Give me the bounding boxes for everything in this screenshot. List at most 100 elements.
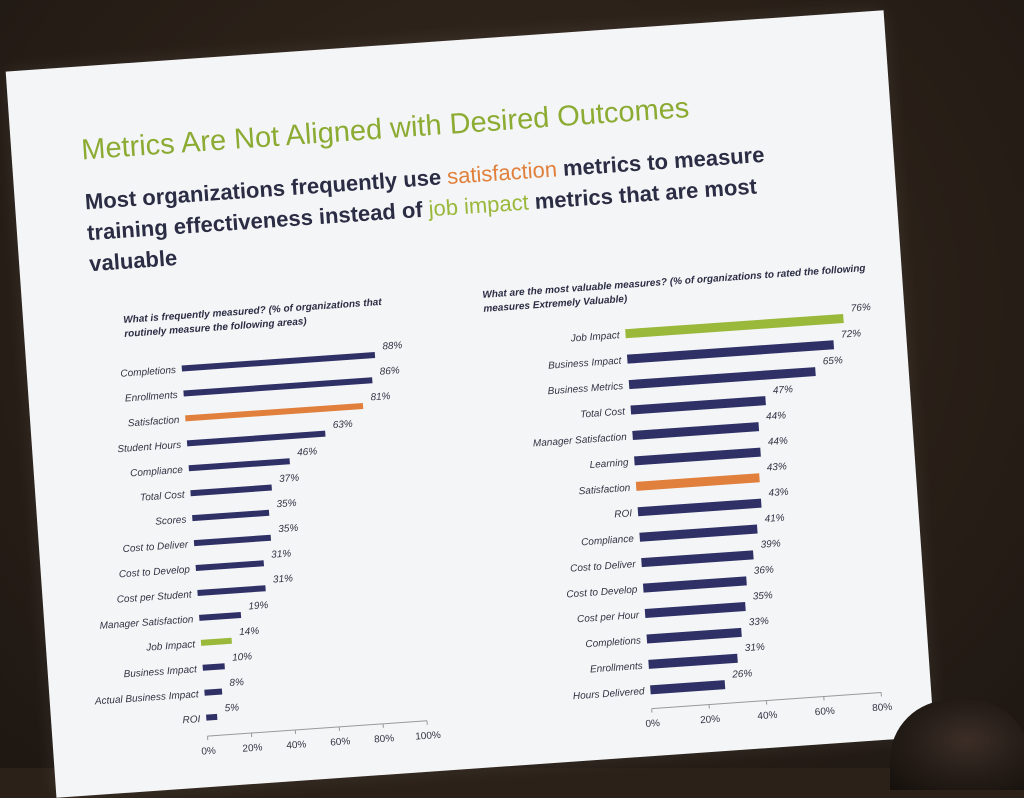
category-label-satisfaction: Satisfaction (127, 415, 180, 430)
bar-cost-per-student (197, 585, 265, 596)
category-label-manager-satisfaction: Manager Satisfaction (99, 614, 194, 632)
bar-satisfaction (636, 473, 760, 491)
x-tick-label: 20% (242, 742, 263, 754)
bar-job-impact (201, 638, 232, 646)
category-label-cost-per-student: Cost per Student (116, 589, 193, 605)
category-label-total-cost: Total Cost (580, 406, 627, 420)
category-label-compliance: Compliance (130, 465, 184, 480)
value-label-enrollments: 86% (379, 365, 400, 377)
bar-total-cost (190, 485, 272, 497)
bar-cost-to-deliver (641, 550, 753, 567)
bar-roi (206, 714, 217, 721)
x-tick-label: 0% (201, 746, 216, 758)
category-label-business-metrics: Business Metrics (547, 381, 623, 397)
category-label-total-cost: Total Cost (140, 490, 187, 504)
category-label-enrollments: Enrollments (125, 390, 178, 405)
bar-completions (647, 628, 742, 644)
bar-compliance (189, 458, 290, 471)
x-tick-label: 80% (872, 702, 893, 714)
bar-cost-per-hour (645, 602, 746, 618)
value-label-roi: 43% (768, 487, 789, 499)
bar-cost-to-deliver (194, 535, 271, 546)
bar-chart-svg: Completions 88% Enrollments 86% Satisfaction… (66, 329, 455, 783)
category-label-actual-business-impact: Actual Business Impact (94, 689, 201, 707)
category-label-cost-to-develop: Cost to Develop (566, 585, 638, 601)
value-label-cost-to-deliver: 39% (760, 538, 781, 550)
category-label-cost-to-develop: Cost to Develop (119, 564, 191, 580)
chart-most-valuable: What are the most valuable measures? (% … (462, 261, 914, 759)
x-tick-label: 60% (814, 706, 835, 718)
category-label-cost-to-deliver: Cost to Deliver (122, 539, 189, 555)
bar-satisfaction (185, 403, 363, 421)
value-label-manager-satisfaction: 19% (248, 600, 269, 612)
bar-compliance (639, 525, 757, 542)
bar-total-cost (630, 396, 765, 414)
value-label-roi: 5% (224, 702, 239, 714)
bar-job-impact (625, 314, 844, 338)
value-label-student-hours: 63% (332, 419, 353, 431)
x-axis-line (208, 721, 427, 736)
x-tick-label: 40% (286, 739, 307, 751)
category-label-roi: ROI (614, 508, 633, 520)
value-label-satisfaction: 81% (370, 391, 391, 403)
category-label-completions: Completions (585, 635, 641, 650)
value-label-manager-satisfaction: 44% (766, 410, 787, 422)
category-label-manager-satisfaction: Manager Satisfaction (533, 432, 628, 450)
value-label-enrollments: 31% (744, 642, 765, 654)
value-label-actual-business-impact: 8% (229, 677, 244, 689)
category-label-cost-per-hour: Cost per Hour (577, 610, 641, 625)
value-label-job-impact: 76% (850, 302, 871, 314)
bar-hours-delivered (650, 680, 725, 694)
category-label-job-impact: Job Impact (145, 639, 197, 654)
bar-manager-satisfaction (199, 612, 241, 621)
value-label-cost-to-develop: 36% (753, 564, 774, 576)
category-label-hours-delivered: Hours Delivered (573, 686, 646, 702)
bar-learning (634, 448, 761, 466)
category-label-satisfaction: Satisfaction (578, 483, 631, 498)
subtitle-highlight-job-impact: job impact (428, 189, 530, 221)
category-label-cost-to-deliver: Cost to Deliver (570, 559, 637, 575)
value-label-learning: 44% (768, 436, 789, 448)
category-label-business-impact: Business Impact (548, 356, 623, 372)
bar-roi (638, 499, 762, 517)
category-label-business-impact: Business Impact (123, 664, 198, 680)
subtitle-highlight-satisfaction: satisfaction (446, 156, 558, 189)
category-label-roi: ROI (182, 714, 201, 726)
category-label-student-hours: Student Hours (117, 440, 182, 455)
value-label-business-metrics: 65% (822, 355, 843, 367)
bar-student-hours (187, 431, 326, 447)
x-tick-label: 60% (330, 736, 351, 748)
bar-cost-to-develop (643, 576, 747, 592)
bar-cost-to-develop (196, 560, 264, 571)
category-label-completions: Completions (120, 365, 176, 380)
value-label-business-impact: 72% (841, 328, 862, 340)
presentation-slide: Metrics Are Not Aligned with Desired Out… (6, 10, 935, 798)
x-tick-label: 40% (757, 710, 778, 722)
value-label-cost-per-hour: 35% (752, 590, 773, 602)
bar-scores (192, 510, 269, 521)
value-label-hours-delivered: 26% (731, 668, 753, 680)
category-label-learning: Learning (589, 457, 629, 471)
value-label-compliance: 41% (764, 513, 785, 525)
category-label-enrollments: Enrollments (590, 661, 643, 676)
value-label-scores: 35% (276, 498, 297, 510)
bar-manager-satisfaction (632, 422, 759, 440)
value-label-job-impact: 14% (239, 626, 260, 638)
value-label-satisfaction: 43% (766, 461, 787, 473)
value-label-compliance: 46% (297, 446, 318, 458)
chart-frequently-measured: What is frequently measured? (% of organ… (63, 293, 455, 787)
x-tick-label: 20% (700, 714, 721, 726)
category-label-compliance: Compliance (581, 534, 635, 549)
bar-enrollments (648, 654, 738, 669)
value-label-total-cost: 47% (773, 384, 794, 396)
x-tick-label: 100% (415, 730, 441, 743)
bar-business-impact (203, 663, 225, 671)
value-label-cost-to-develop: 31% (271, 548, 292, 560)
x-tick-label: 0% (645, 718, 660, 730)
value-label-completions: 88% (382, 340, 403, 352)
value-label-total-cost: 37% (279, 473, 300, 485)
bar-business-impact (627, 340, 834, 363)
bar-enrollments (183, 377, 372, 396)
value-label-cost-to-deliver: 35% (278, 523, 299, 535)
